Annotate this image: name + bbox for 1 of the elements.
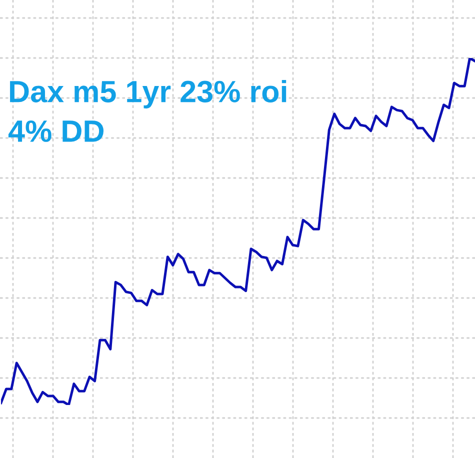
text: Dax m5 1yr 23% roi 4% DD [8,80,286,142]
